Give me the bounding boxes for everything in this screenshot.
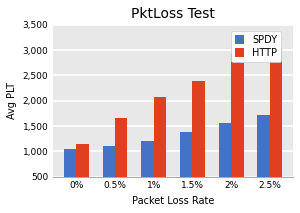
Bar <box>115 118 128 202</box>
Bar <box>103 146 115 202</box>
Bar <box>64 149 76 202</box>
Bar <box>257 115 270 202</box>
Bar <box>219 123 231 202</box>
Bar <box>231 54 244 202</box>
Legend: SPDY, HTTP: SPDY, HTTP <box>231 31 281 62</box>
Y-axis label: Avg PLT: Avg PLT <box>7 82 17 119</box>
Bar <box>192 81 205 202</box>
Bar <box>141 141 154 202</box>
Bar <box>180 132 192 202</box>
Bar <box>76 144 89 202</box>
Bar <box>154 97 166 202</box>
Bar <box>270 48 282 202</box>
X-axis label: Packet Loss Rate: Packet Loss Rate <box>132 196 214 206</box>
Title: PktLoss Test: PktLoss Test <box>131 7 215 21</box>
